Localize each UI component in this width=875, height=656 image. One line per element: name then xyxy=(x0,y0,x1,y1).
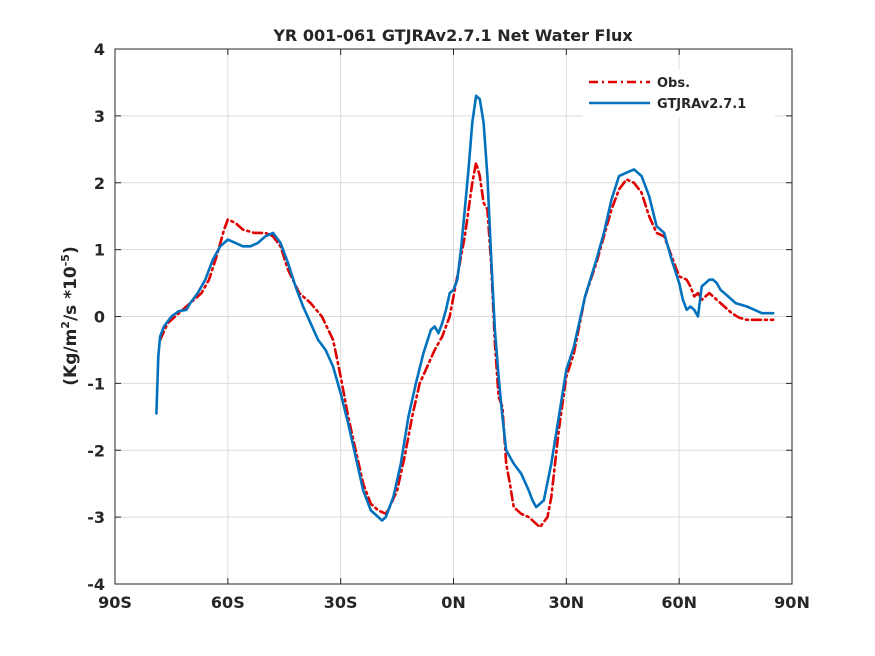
x-tick-label: 60N xyxy=(661,593,697,612)
legend: Obs. GTJRAv2.7.1 xyxy=(583,69,775,117)
y-tick-label: 3 xyxy=(94,107,105,126)
series-layer xyxy=(155,94,775,529)
x-tick-label: 90N xyxy=(774,593,810,612)
series-line-obs xyxy=(158,161,775,529)
y-tick-labels: -4 -3 -2 -1 0 1 2 3 4 xyxy=(87,40,105,594)
y-axis-label: (Kg/m2/s *10-5) xyxy=(59,246,81,386)
y-tick-label: 4 xyxy=(94,40,105,59)
chart-title: YR 001-061 GTJRAv2.7.1 Net Water Flux xyxy=(272,26,633,45)
y-tick-label: 1 xyxy=(94,241,105,260)
x-tick-label: 0N xyxy=(441,593,466,612)
y-axis-label-sup1: 2 xyxy=(59,321,72,329)
y-tick-label: 0 xyxy=(94,308,105,327)
x-tick-label: 30S xyxy=(324,593,358,612)
y-axis-label-part2: /s *10 xyxy=(61,266,81,321)
y-tick-label: -1 xyxy=(87,374,105,393)
grid-lines xyxy=(115,49,792,584)
y-tick-label: 2 xyxy=(94,174,105,193)
y-axis-label-sup2: -5 xyxy=(59,254,72,266)
legend-label-obs: Obs. xyxy=(657,76,690,91)
y-axis-label-part1: (Kg/m xyxy=(61,329,81,386)
x-tick-label: 60S xyxy=(211,593,245,612)
y-tick-label: -3 xyxy=(87,508,105,527)
x-tick-label: 90S xyxy=(98,593,132,612)
legend-label-gtjra: GTJRAv2.7.1 xyxy=(657,97,746,112)
x-tick-label: 30N xyxy=(549,593,585,612)
legend-box xyxy=(583,69,775,117)
tick-marks xyxy=(114,48,793,585)
x-tick-labels: 90S 60S 30S 0N 30N 60N 90N xyxy=(98,593,810,612)
series-line-gtjra xyxy=(155,94,775,522)
y-tick-label: -4 xyxy=(87,575,105,594)
y-axis-label-part3: ) xyxy=(61,246,81,254)
y-tick-label: -2 xyxy=(87,441,105,460)
